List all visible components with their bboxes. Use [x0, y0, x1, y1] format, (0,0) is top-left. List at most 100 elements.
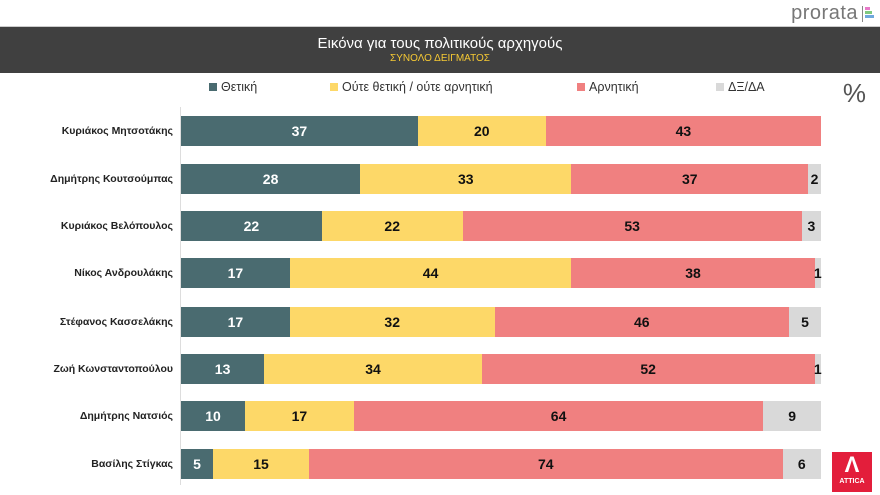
data-label: 15: [253, 456, 269, 472]
bar-segment: 1: [813, 258, 822, 288]
stacked-bar: 22 22 53 3: [181, 211, 821, 241]
category-label: Κυριάκος Βελόπουλος: [60, 220, 173, 232]
legend-item: ΔΞ/ΔΑ: [716, 80, 765, 94]
bar-segment: 37: [181, 116, 418, 146]
data-label: 17: [227, 265, 244, 281]
data-label: 74: [538, 456, 554, 472]
bar-segment: 52: [481, 354, 815, 384]
category-label: Νίκος Ανδρουλάκης: [74, 267, 173, 279]
attica-logo: Λ ATTICA: [832, 452, 872, 492]
data-label: 37: [681, 171, 698, 187]
data-label: 22: [384, 218, 400, 234]
category-label: Βασίλης Στίγκας: [91, 458, 173, 470]
bar-segment: 17: [245, 401, 354, 431]
stacked-bar: 17 44 38 1: [181, 258, 822, 288]
bar-segment: 3: [801, 211, 821, 241]
bar-segment: 53: [462, 211, 802, 241]
title-banner: Εικόνα για τους πολιτικούς αρχηγούς ΣΥΝΟ…: [0, 27, 880, 73]
category-label: Ζωή Κωνσταντοπούλου: [53, 363, 173, 375]
data-label: 44: [422, 265, 439, 281]
legend-item: Θετική: [209, 80, 257, 94]
bar-segment: 38: [571, 258, 815, 288]
stacked-bar: 17 32 46 5: [181, 307, 821, 337]
data-label: 52: [640, 361, 656, 377]
stacked-bar: 5 15 74 6: [181, 449, 821, 479]
bar-segment: 5: [181, 449, 213, 479]
legend-label: Αρνητική: [589, 80, 639, 94]
bar-segment: 32: [289, 307, 495, 337]
bar-segment: 1: [813, 354, 822, 384]
bar-segment: 17: [181, 258, 290, 288]
bar-segment: 22: [321, 211, 463, 241]
bar-segment: 6: [782, 449, 821, 479]
data-label: 6: [797, 456, 806, 472]
data-label: 3: [807, 218, 816, 234]
legend-swatch: [209, 83, 217, 91]
legend-swatch: [330, 83, 338, 91]
bar-segment: 44: [289, 258, 572, 288]
data-label: 1: [813, 361, 822, 377]
bar-segment: 2: [808, 164, 821, 194]
stacked-bar: 10 17 64 9: [181, 401, 821, 431]
bar-segment: 43: [545, 116, 821, 146]
bar-segment: 74: [309, 449, 783, 479]
attica-brand: ATTICA: [839, 478, 865, 485]
legend-item: Αρνητική: [577, 80, 639, 94]
data-label: 37: [291, 123, 308, 139]
data-label: 46: [634, 314, 650, 330]
legend-swatch: [716, 83, 724, 91]
bar-segment: 10: [181, 401, 245, 431]
data-label: 38: [685, 265, 701, 281]
data-label: 33: [457, 171, 474, 187]
stacked-bar: 28 33 37 2: [181, 164, 821, 194]
data-label: 13: [214, 361, 231, 377]
legend-label: Θετική: [221, 80, 258, 94]
divider: [0, 26, 880, 27]
data-label: 32: [384, 314, 400, 330]
bar-segment: 46: [494, 307, 789, 337]
chart-title: Εικόνα για τους πολιτικούς αρχηγούς: [317, 35, 563, 52]
data-label: 28: [262, 171, 279, 187]
bar-segment: 34: [264, 354, 482, 384]
data-label: 9: [788, 408, 797, 424]
legend-label: ΔΞ/ΔΑ: [728, 80, 765, 94]
bar-segment: 37: [571, 164, 809, 194]
legend: Θετική Ούτε θετική / ούτε αρνητική Αρνητικ…: [0, 80, 880, 98]
legend-swatch: [577, 83, 585, 91]
unit-label: %: [842, 78, 866, 108]
data-label: 17: [291, 408, 308, 424]
data-label: 5: [193, 456, 201, 472]
category-label: Κυριάκος Μητσοτάκης: [61, 125, 173, 137]
legend-item: Ούτε θετική / ούτε αρνητική: [330, 80, 493, 94]
data-label: 5: [801, 314, 809, 330]
data-label: 2: [810, 171, 819, 187]
data-label: 43: [675, 123, 692, 139]
chart-subtitle: ΣΥΝΟΛΟ ΔΕΙΓΜΑΤΟΣ: [390, 53, 490, 64]
category-label: Δημήτρης Κουτσούμπας: [50, 173, 173, 185]
bar-segment: 13: [181, 354, 265, 384]
category-label: Δημήτρης Νατσιός: [79, 410, 173, 422]
data-label: 17: [227, 314, 244, 330]
data-label: 22: [243, 218, 260, 234]
bar-segment: 64: [353, 401, 764, 431]
bar-segment: 5: [788, 307, 821, 337]
bar-segment: 9: [763, 401, 821, 431]
bar-segment: 22: [181, 211, 322, 241]
data-label: 64: [550, 408, 567, 424]
axis-line: [180, 107, 181, 485]
bar-segment: 28: [181, 164, 361, 194]
prorata-logo: prorata: [791, 2, 858, 24]
category-label: Στέφανος Κασσελάκης: [59, 316, 173, 328]
data-label: 53: [624, 218, 640, 234]
legend-label: Ούτε θετική / ούτε αρνητική: [342, 80, 493, 94]
data-label: 20: [474, 123, 490, 139]
bar-segment: 17: [181, 307, 290, 337]
bar-segment: 15: [213, 449, 309, 479]
stacked-bar: 37 20 43: [181, 116, 821, 146]
data-label: 34: [365, 361, 381, 377]
data-label: 10: [205, 408, 221, 424]
prorata-logo-mark: [862, 6, 874, 22]
stacked-bar: 13 34 52 1: [181, 354, 822, 384]
bar-segment: 20: [417, 116, 546, 146]
data-label: 1: [813, 265, 822, 281]
